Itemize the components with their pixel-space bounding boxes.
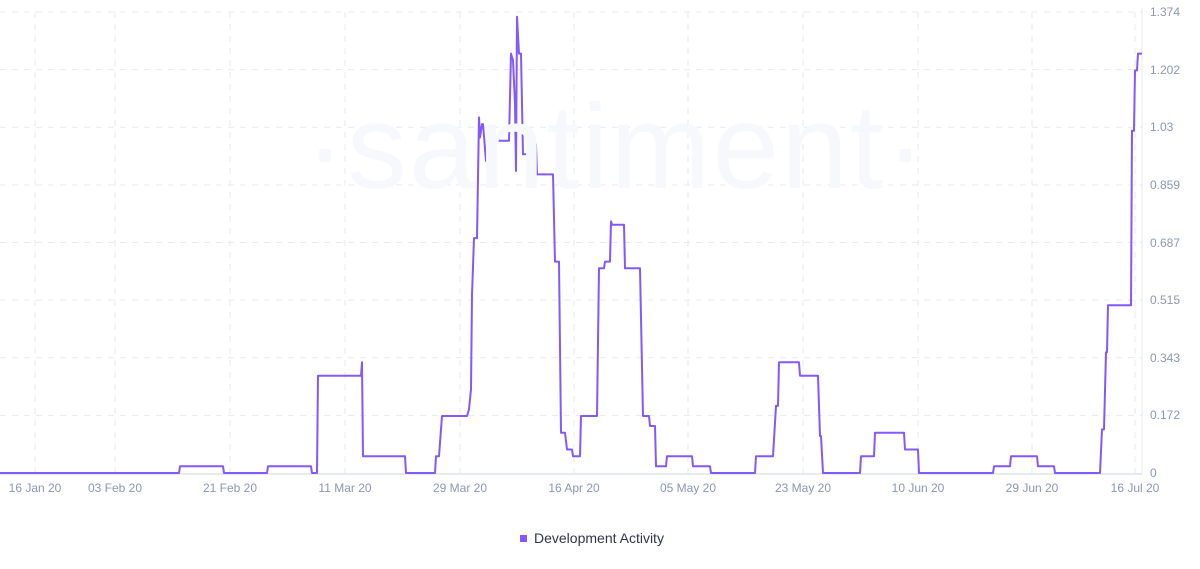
x-tick-label: 29 Mar 20 [432,481,488,495]
x-tick-label: 10 Jun 20 [891,481,945,495]
x-tick-label: 16 Jul 20 [1110,481,1160,495]
y-tick-label: 1.03 [1150,120,1174,135]
y-tick-label: 0.859 [1150,177,1181,192]
legend-label: Development Activity [534,530,664,546]
santiment-watermark: ·santiment· [305,80,928,214]
legend[interactable]: Development Activity [520,530,664,546]
x-tick-label: 05 May 20 [659,481,717,495]
x-tick-label: 11 Mar 20 [318,481,372,495]
y-tick-label: 1.374 [1150,5,1181,19]
x-tick-label: 03 Feb 20 [87,481,143,495]
y-tick-label: 1.202 [1150,62,1181,77]
legend-swatch-icon [520,534,527,542]
y-tick-label: 0 [1150,466,1157,480]
y-tick-label: 0.515 [1150,293,1181,308]
x-tick-label: 23 May 20 [774,481,832,495]
y-tick-label: 0.172 [1150,408,1181,423]
x-tick-label: 16 Apr 20 [548,481,600,495]
series-development-activity [0,15,1142,474]
x-tick-label: 16 Jan 20 [8,481,62,495]
y-tick-label: 0.687 [1150,235,1181,250]
x-tick-label: 21 Feb 20 [202,481,258,495]
x-tick-label: 29 Jun 20 [1005,481,1059,495]
y-tick-label: 0.343 [1150,350,1181,365]
